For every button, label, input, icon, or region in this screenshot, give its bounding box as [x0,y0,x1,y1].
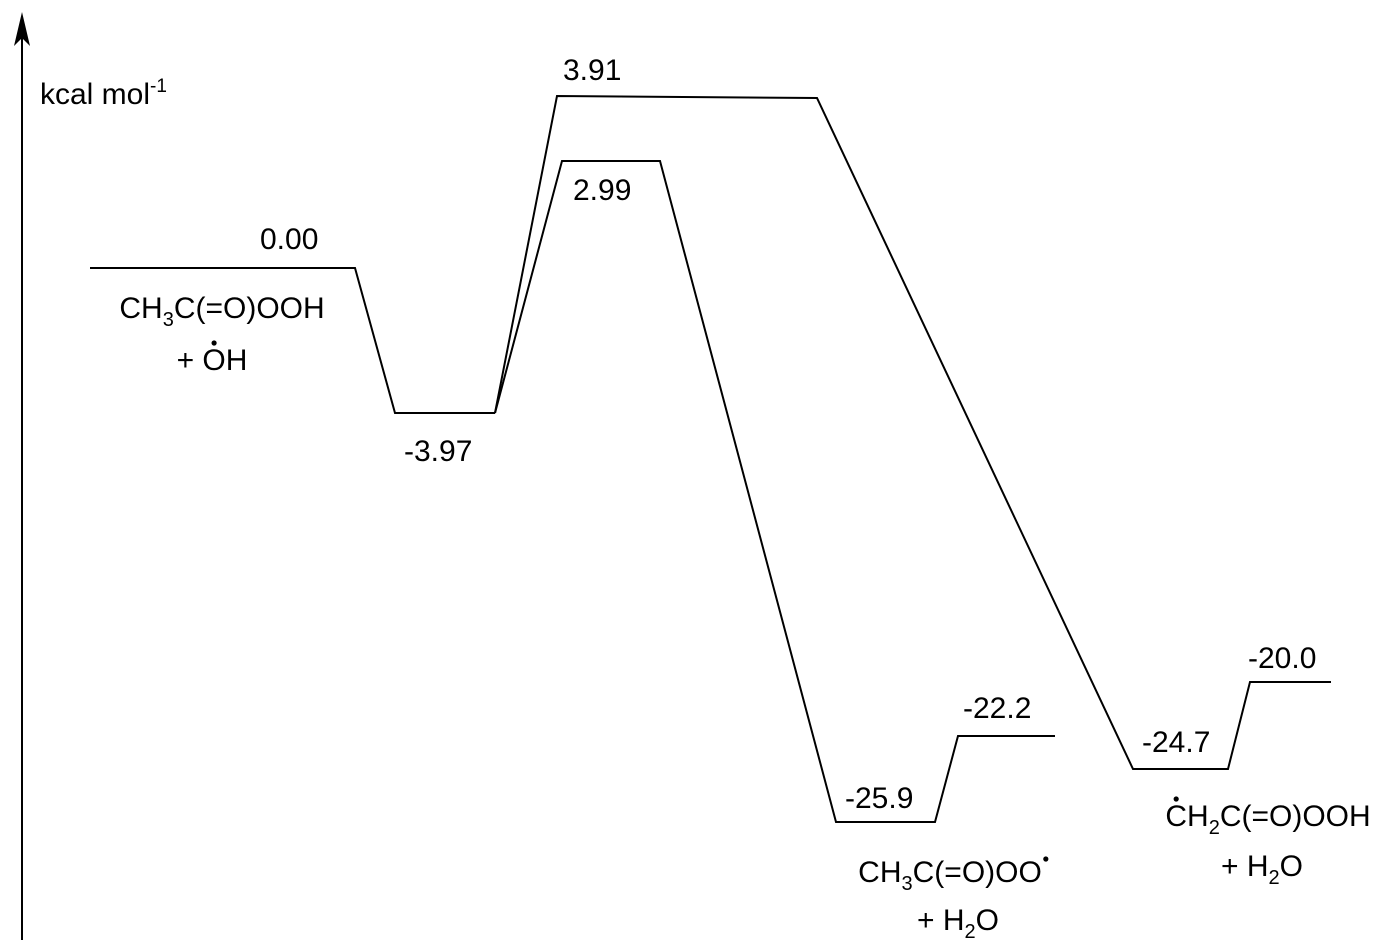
path-upper-channel [494,94,1331,770]
radical-dot-icon [211,340,217,346]
label-text: O [976,904,999,937]
species-reactants: CH3C(=O)OOH + OH [119,292,324,377]
path-lower-channel [494,160,1055,823]
axis-arrow-icon [14,12,30,46]
level-label-ts-lower: 2.99 [573,174,631,207]
species-label: + H2O [1221,850,1303,889]
label-text: C(=O)OO [913,856,1042,889]
label-text: CH [858,856,901,889]
subscript: 3 [163,309,174,331]
axis-unit-label: kcal mol-1 [40,76,167,111]
level-label-complex: -3.97 [404,435,472,468]
level-label-ts-upper: 3.91 [563,54,621,87]
species-product-b: CH2C(=O)OOH + H2O [1165,796,1371,889]
subscript: 2 [1269,867,1280,889]
level-label-product-b: -20.0 [1248,642,1316,675]
label-text: + [177,344,203,377]
level-label-product-a-complex: -25.9 [845,782,913,815]
label-text: C(=O)OOH [1220,800,1371,833]
species-product-a: CH3C(=O)OO + H2O [858,856,1049,943]
species-label: + OH [177,344,248,377]
level-label-product-b-complex: -24.7 [1142,726,1210,759]
species-label: CH3C(=O)OOH [119,292,324,331]
species-label: + H2O [917,904,999,943]
level-label-reactants: 0.00 [260,223,318,256]
label-text: CH [119,292,162,325]
label-text: CH [1165,800,1208,833]
radical-dot-icon [1173,796,1179,802]
label-text: OH [202,344,247,377]
level-label-product-a: -22.2 [963,692,1031,725]
radical-dot-icon [1043,856,1049,862]
subscript: 2 [1209,817,1220,839]
subscript: 2 [965,921,976,943]
species-label: CH3C(=O)OO [858,856,1042,895]
path-reactant-to-complex [90,267,495,414]
subscript: 3 [902,873,913,895]
label-text: + H [917,904,965,937]
label-text: O [1280,850,1303,883]
species-label: CH2C(=O)OOH [1165,800,1370,839]
label-text: + H [1221,850,1269,883]
label-text: C(=O)OOH [174,292,325,325]
